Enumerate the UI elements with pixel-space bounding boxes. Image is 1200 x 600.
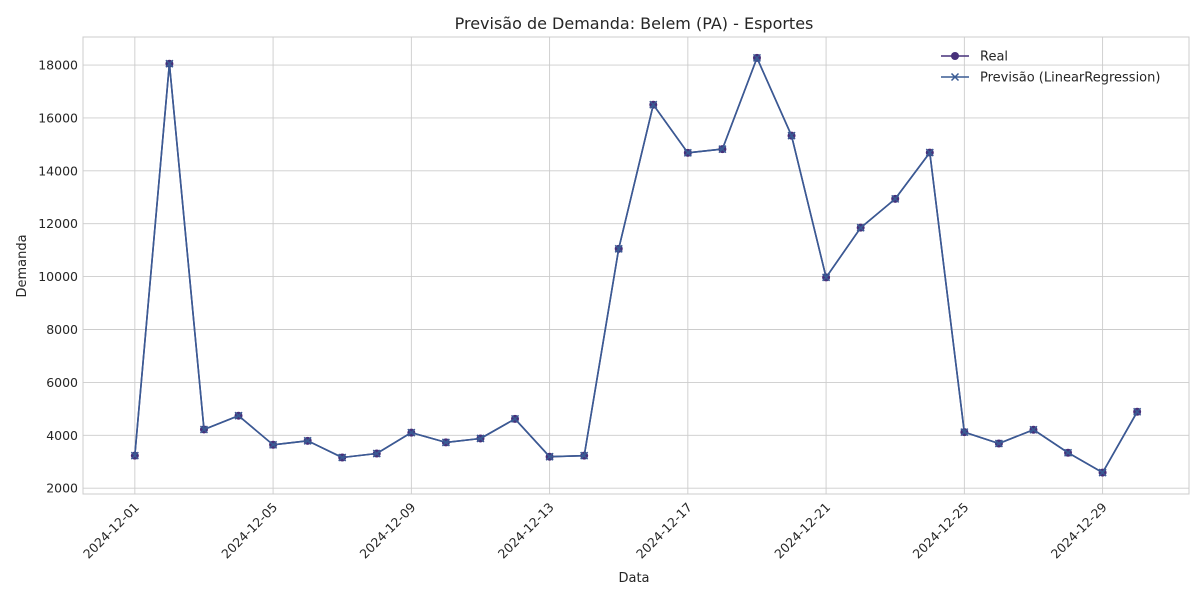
point-forecast [511, 414, 520, 423]
point-forecast [476, 434, 485, 443]
point-forecast [269, 440, 278, 449]
point-forecast [856, 223, 865, 232]
x-tick-label: 2024-12-21 [771, 500, 833, 562]
legend-marker-forecast [950, 72, 960, 82]
point-forecast [545, 452, 554, 461]
point-forecast [649, 100, 658, 109]
y-tick-label: 4000 [46, 428, 78, 443]
legend-label-0: Real [980, 50, 1008, 65]
point-forecast [925, 148, 934, 157]
legend-marker-real [951, 52, 959, 60]
point-forecast [407, 428, 416, 437]
point-forecast [822, 273, 831, 282]
point-forecast [891, 194, 900, 203]
point-forecast [1029, 425, 1038, 434]
y-axis: 2000 4000 6000 8000 10000 12000 14000 16000 1800… [38, 58, 78, 496]
point-forecast [234, 411, 243, 420]
x-tick-label: 2024-12-29 [1048, 499, 1110, 561]
point-forecast [787, 131, 796, 140]
point-forecast [614, 244, 623, 253]
point-forecast [130, 451, 139, 460]
x-tick-label: 2024-12-13 [495, 500, 557, 562]
point-forecast [303, 436, 312, 445]
point-forecast [1133, 407, 1142, 416]
y-tick-label: 14000 [38, 163, 78, 178]
point-forecast [580, 451, 589, 460]
x-axis-label: Data [618, 571, 649, 586]
point-forecast [683, 148, 692, 157]
x-tick-label: 2024-12-17 [633, 500, 695, 562]
y-tick-label: 16000 [38, 110, 78, 125]
point-forecast [199, 425, 208, 434]
point-forecast [960, 428, 969, 437]
point-forecast [718, 145, 727, 154]
series-line-1 [134, 57, 1138, 474]
y-tick-label: 12000 [38, 216, 78, 231]
series-line-0 [134, 57, 1138, 474]
grid [83, 37, 1189, 494]
point-forecast [441, 438, 450, 447]
point-forecast [338, 453, 347, 462]
point-forecast [1098, 468, 1107, 477]
point-forecast [372, 449, 381, 458]
plot-frame [82, 36, 1190, 495]
x-tick-label: 2024-12-01 [80, 500, 142, 562]
y-tick-label: 6000 [46, 375, 78, 390]
y-tick-label: 18000 [38, 58, 78, 73]
point-forecast [165, 59, 174, 68]
series-layer [130, 53, 1142, 477]
x-tick-label: 2024-12-25 [909, 500, 971, 562]
chart-title: Previsão de Demanda: Belem (PA) - Esport… [455, 14, 814, 33]
point-forecast [752, 53, 761, 62]
y-axis-label: Demanda [15, 234, 30, 297]
legend: Real Previsão (LinearRegression) [941, 50, 1160, 86]
x-tick-label: 2024-12-09 [356, 499, 418, 561]
point-forecast [1063, 448, 1073, 457]
legend-label-1: Previsão (LinearRegression) [980, 71, 1160, 86]
x-tick-label: 2024-12-05 [218, 500, 280, 562]
y-tick-label: 8000 [46, 322, 78, 337]
x-axis: 2024-12-01 2024-12-05 2024-12-09 2024-12-13… [80, 499, 1110, 561]
y-tick-label: 10000 [38, 269, 78, 284]
point-forecast [994, 439, 1003, 448]
y-tick-label: 2000 [46, 481, 78, 496]
